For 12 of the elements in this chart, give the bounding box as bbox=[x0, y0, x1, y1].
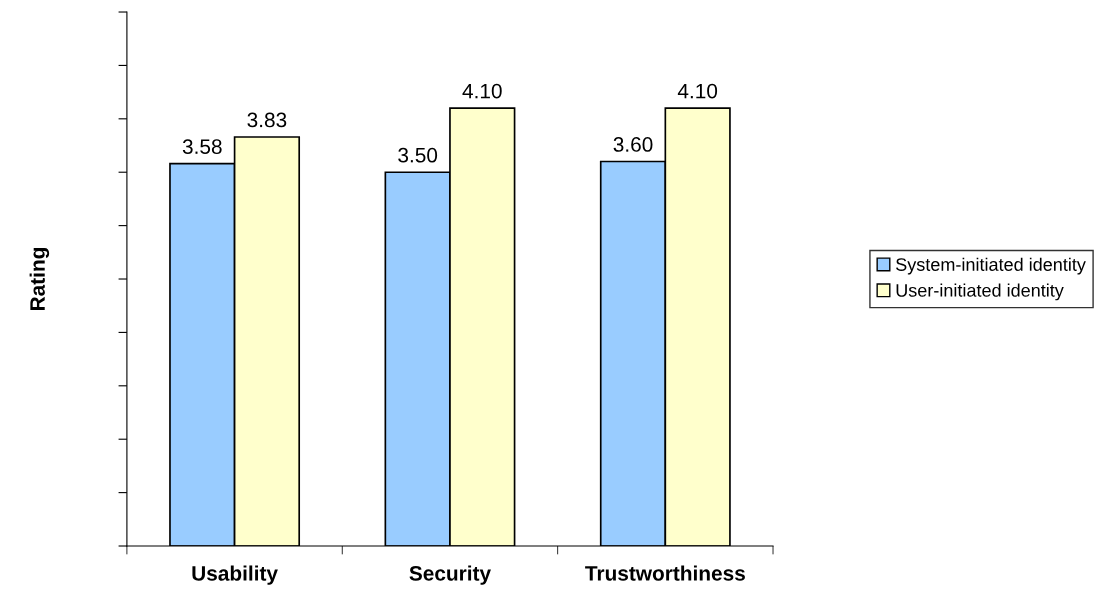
data-label: 4.10 bbox=[462, 83, 502, 99]
data-label: 3.58 bbox=[182, 139, 222, 154]
y-axis-title: Rating bbox=[29, 248, 50, 311]
data-label: 3.83 bbox=[247, 112, 287, 128]
data-label: 3.50 bbox=[398, 147, 438, 163]
x-tick-label: Trustworthiness bbox=[585, 565, 745, 581]
x-tick-label: Security bbox=[409, 565, 491, 585]
data-label: 3.60 bbox=[613, 137, 653, 152]
legend-label: System-initiated identity bbox=[896, 257, 1086, 275]
data-label: 4.10 bbox=[677, 83, 718, 99]
x-tick-label: Usability bbox=[192, 565, 278, 585]
legend-label: User-initiated identity bbox=[896, 283, 1064, 301]
